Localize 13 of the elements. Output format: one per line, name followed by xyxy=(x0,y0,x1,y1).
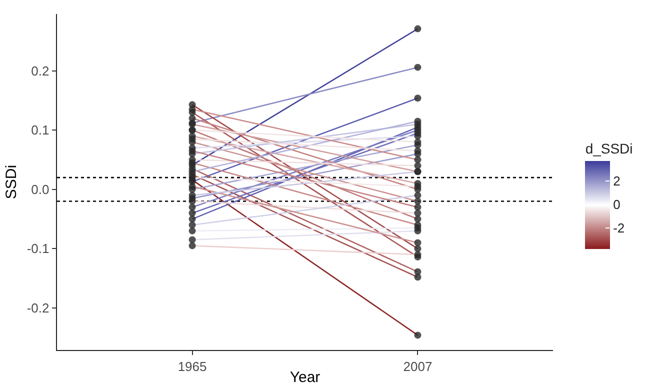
y-tick-label: 0.1 xyxy=(31,122,50,138)
y-tick-label: -0.2 xyxy=(26,300,50,316)
x-tick-label: 2007 xyxy=(403,358,432,374)
color-bar-label: -2 xyxy=(613,220,625,236)
y-tick-label: -0.1 xyxy=(26,241,50,256)
y-axis-title: SSDi xyxy=(3,164,20,200)
color-bar-label: 2 xyxy=(613,173,620,188)
x-tick-label: 1965 xyxy=(178,358,207,374)
x-axis-title: Year xyxy=(290,369,320,386)
y-tick-label: 0.0 xyxy=(31,182,50,197)
color-bar-label: 0 xyxy=(613,196,620,212)
y-tick-label: 0.2 xyxy=(31,63,50,78)
color-bar-title: d_SSDi xyxy=(585,140,633,156)
